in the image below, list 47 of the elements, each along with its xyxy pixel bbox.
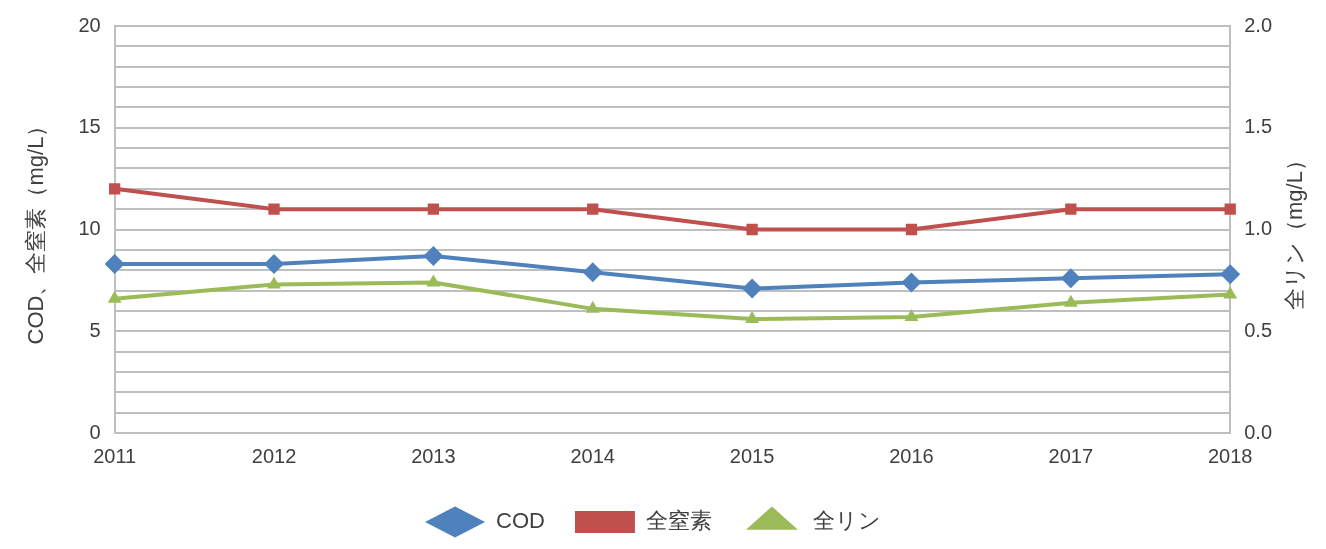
y2-tick-label: 0.0 [1244, 420, 1273, 443]
point [1065, 203, 1077, 215]
y2-tick-label: 0.5 [1244, 318, 1273, 341]
x-tick-label: 2012 [251, 444, 297, 467]
x-tick-label: 2018 [1207, 444, 1253, 467]
y2-tick-label: 1.0 [1244, 217, 1273, 240]
point [267, 276, 281, 289]
point [745, 311, 760, 324]
y2-tick-label: 2.0 [1244, 13, 1273, 36]
point [746, 223, 758, 236]
point [905, 223, 918, 236]
legend-label: 全窒素 [645, 508, 712, 534]
point [1220, 264, 1241, 285]
x-tick-label: 2011 [93, 444, 137, 467]
point [1060, 268, 1081, 289]
y-tick-label: 5 [89, 318, 101, 341]
legend-label: 全リン [812, 508, 881, 534]
point [108, 183, 121, 195]
x-tick-label: 2017 [1048, 444, 1094, 467]
point [268, 203, 280, 215]
point [1063, 294, 1078, 307]
point [264, 254, 285, 275]
point [107, 290, 122, 303]
point [587, 203, 599, 215]
x-tick-label: 2013 [411, 444, 456, 467]
point [426, 274, 441, 287]
point [585, 300, 600, 313]
y-tick-label: 15 [78, 115, 101, 138]
x-tick-label: 2016 [889, 444, 934, 467]
point [1224, 203, 1236, 215]
x-tick-label: 2014 [570, 444, 615, 467]
legend-label: COD [496, 508, 545, 534]
point [423, 245, 444, 266]
point [1223, 286, 1238, 299]
point [901, 272, 922, 293]
point [427, 203, 440, 215]
y-tick-label: 10 [78, 217, 101, 240]
point [742, 278, 763, 299]
point [104, 254, 125, 275]
y2-tick-label: 1.5 [1244, 115, 1273, 138]
point [904, 309, 919, 322]
y2-axis-title: 全リン（mg/L） [1282, 149, 1308, 310]
y-axis-title: COD、全窒素（mg/L） [23, 114, 49, 345]
point [582, 262, 603, 283]
y-tick-label: 20 [78, 13, 101, 36]
x-tick-label: 2015 [729, 444, 775, 467]
y-tick-label: 0 [89, 420, 101, 443]
